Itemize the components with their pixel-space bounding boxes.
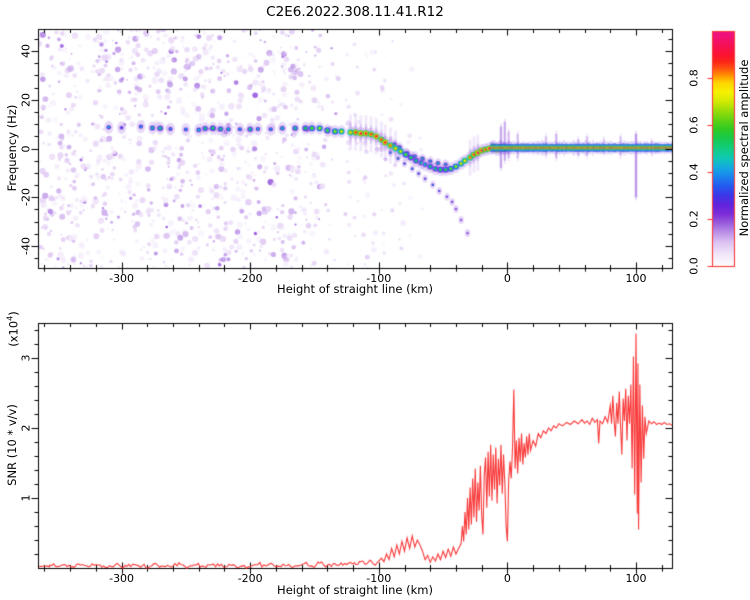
spectrogram-xtick-label: -100 [366,272,392,285]
spectrogram-ytick-label: 20 [19,92,33,107]
snr-xtick-label: -100 [366,572,392,585]
figure-title: C2E6.2022.308.11.41.R12 [266,4,444,20]
snr-multiplier-prefix: (x10 [6,320,21,347]
spectrogram-yaxis-label: Frequency (Hz) [5,104,19,192]
snr-multiplier-exponent: 4 [5,315,15,321]
spectrogram-xtick-label: -300 [109,272,135,285]
colorbar-tick-label: 0.4 [687,163,701,181]
snr-axis-multiplier: (x104) [6,311,21,347]
snr-xtick-label: -300 [109,572,135,585]
spectrogram-ytick-label: -40 [19,237,33,256]
snr-xtick-label: 0 [503,572,511,585]
colorbar-label: Normalized spectral amplitude [737,59,750,237]
spectrogram-xtick-label: -200 [237,272,263,285]
snr-xtick-label: 100 [625,572,647,585]
spectrogram-ytick-label: 0 [19,145,33,152]
spectrogram-xaxis-label: Height of straight line (km) [277,282,433,296]
snr-ytick-label: 1 [19,494,33,502]
snr-ytick-label: 2 [19,424,33,432]
colorbar-tick-label: 0.6 [687,116,701,134]
spectrogram-xtick-label: 0 [503,272,511,285]
spectrogram-xtick-label: 100 [625,272,647,285]
snr-multiplier-suffix: ) [6,311,21,316]
snr-yaxis-label: SNR (10 * v/v) [5,404,19,486]
colorbar-tick-label: 0.8 [687,69,701,87]
snr-ytick-label: 3 [19,354,33,362]
colorbar-tick-label: 0.0 [687,257,701,275]
spectrogram-ytick-label: -20 [19,188,33,207]
snr-xaxis-label: Height of straight line (km) [277,583,433,597]
colorbar-tick-label: 0.2 [687,210,701,228]
spectrogram-ytick-label: 40 [19,43,33,58]
snr-xtick-label: -200 [237,572,263,585]
